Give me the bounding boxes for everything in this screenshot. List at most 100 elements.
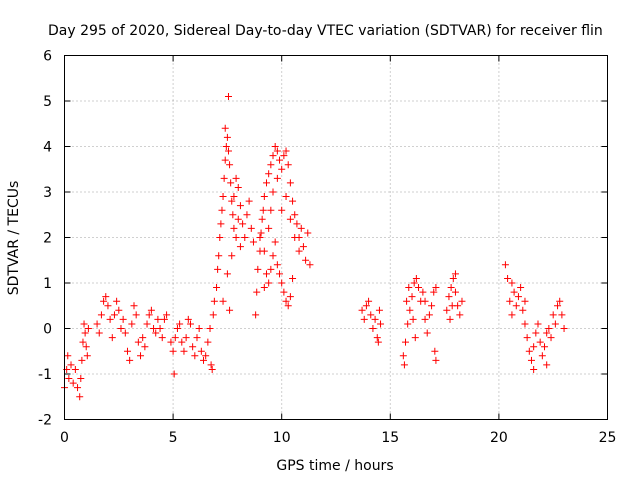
data-point <box>406 306 414 314</box>
data-point <box>456 311 464 319</box>
data-point <box>102 293 110 301</box>
data-point <box>160 315 168 323</box>
data-point <box>425 311 433 319</box>
data-point <box>110 311 118 319</box>
data-point <box>304 229 312 237</box>
data-point <box>504 274 512 282</box>
data-point <box>229 211 237 219</box>
data-point <box>295 247 303 255</box>
data-point <box>506 297 514 305</box>
data-point <box>119 315 127 323</box>
data-point <box>228 197 236 205</box>
data-point <box>223 270 231 278</box>
data-point <box>123 347 131 355</box>
data-point <box>171 334 179 342</box>
data-point <box>126 356 134 364</box>
data-point <box>302 256 310 264</box>
data-point <box>230 193 238 201</box>
data-point <box>232 174 240 182</box>
data-point <box>360 315 368 323</box>
data-point <box>527 356 535 364</box>
data-point <box>538 352 546 360</box>
data-point <box>267 206 275 214</box>
data-point <box>375 306 383 314</box>
y-tick-label: 0 <box>43 322 52 338</box>
data-point <box>156 325 164 332</box>
y-axis-ticks: -2 -1 0 1 2 3 4 5 6 <box>38 49 608 429</box>
data-point <box>226 306 234 314</box>
data-point <box>130 302 138 310</box>
data-point <box>173 325 181 332</box>
x-tick-label: 25 <box>599 430 617 446</box>
data-point <box>224 92 232 100</box>
data-point <box>247 224 255 232</box>
data-point <box>74 384 82 392</box>
data-point <box>443 306 451 314</box>
data-point <box>249 238 257 246</box>
data-point <box>428 302 436 310</box>
data-point <box>191 352 199 360</box>
data-point <box>221 156 229 164</box>
x-tick-label: 10 <box>273 430 291 446</box>
data-point <box>76 393 84 401</box>
data-point <box>82 343 90 351</box>
data-point <box>257 229 265 237</box>
data-point <box>115 306 123 314</box>
data-point <box>184 315 192 323</box>
data-point <box>69 379 77 387</box>
data-point <box>451 270 459 278</box>
data-point <box>280 152 288 160</box>
data-point <box>409 315 417 323</box>
data-point <box>189 343 197 351</box>
data-point <box>147 306 155 314</box>
data-point <box>113 297 121 305</box>
data-point <box>399 352 407 360</box>
data-point <box>554 302 562 310</box>
data-point <box>195 325 203 332</box>
data-point <box>158 334 166 342</box>
data-point <box>306 261 314 269</box>
data-point <box>276 156 284 164</box>
x-tick-label: 5 <box>169 430 178 446</box>
data-point <box>271 238 279 246</box>
data-point <box>508 279 516 287</box>
data-point <box>224 147 232 155</box>
data-point <box>152 329 160 337</box>
data-point <box>541 343 549 351</box>
data-point <box>430 288 438 296</box>
data-point <box>228 252 236 260</box>
data-point <box>234 183 242 191</box>
data-point <box>411 334 419 342</box>
data-point <box>143 320 151 328</box>
data-point <box>84 325 92 332</box>
x-axis-label: GPS time / hours <box>276 458 393 474</box>
data-point <box>209 311 217 319</box>
x-tick-label: 20 <box>490 430 508 446</box>
data-point <box>208 365 216 373</box>
data-point <box>236 202 244 210</box>
data-point <box>219 297 227 305</box>
data-point <box>447 284 455 292</box>
data-point <box>64 352 72 360</box>
data-point <box>282 297 290 305</box>
data-point <box>193 334 201 342</box>
data-point <box>284 161 292 169</box>
data-point <box>219 193 227 201</box>
data-point <box>80 320 88 328</box>
data-point <box>299 243 307 251</box>
data-point <box>210 297 218 305</box>
data-point <box>371 315 379 323</box>
y-tick-label: 4 <box>43 140 52 156</box>
y-tick-label: 6 <box>43 49 52 65</box>
data-point <box>265 170 273 178</box>
data-point <box>445 293 453 301</box>
data-point <box>65 375 73 383</box>
data-point <box>154 315 162 323</box>
data-point <box>367 311 375 319</box>
y-tick-label: -1 <box>38 367 52 383</box>
data-point <box>265 224 273 232</box>
data-point <box>81 329 89 337</box>
data-point <box>514 293 522 301</box>
data-point <box>408 293 416 301</box>
data-point <box>214 265 222 273</box>
